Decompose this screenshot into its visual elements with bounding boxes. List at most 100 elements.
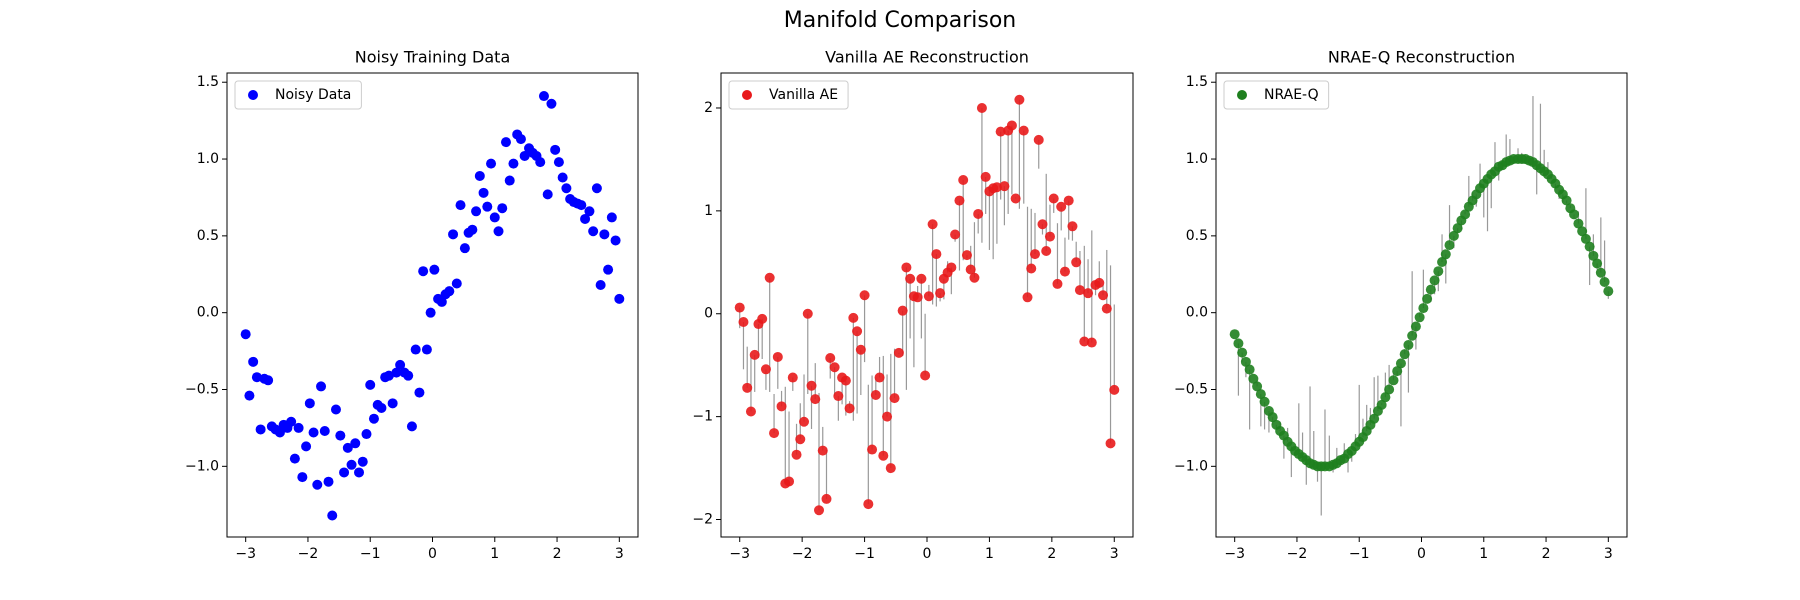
- axes-frame: [720, 72, 1134, 538]
- point: [286, 416, 297, 427]
- point: [553, 157, 564, 168]
- point: [455, 200, 466, 211]
- point: [1425, 284, 1436, 295]
- y-tick-label: −1.0: [185, 458, 219, 474]
- point: [954, 195, 965, 206]
- point: [580, 213, 591, 224]
- point: [538, 91, 549, 102]
- point: [346, 459, 357, 470]
- point: [848, 312, 859, 323]
- point: [459, 243, 470, 254]
- point: [916, 273, 927, 284]
- x-tick-label: −3: [1224, 546, 1245, 562]
- point: [1083, 288, 1094, 299]
- point: [1071, 257, 1082, 268]
- subplot: Vanilla AE Reconstruction −3 −2 −1 0 1 2 3 −2 −1 0…: [692, 48, 1134, 562]
- point: [1573, 218, 1584, 229]
- point: [787, 372, 798, 383]
- point: [595, 280, 606, 291]
- point: [814, 505, 825, 516]
- point: [406, 421, 417, 432]
- point: [1603, 286, 1614, 297]
- point: [867, 444, 878, 455]
- point: [889, 393, 900, 404]
- point: [339, 467, 350, 478]
- point: [387, 398, 398, 409]
- point: [859, 290, 870, 301]
- x-tick-label: 3: [1110, 546, 1119, 562]
- point: [995, 126, 1006, 137]
- point: [1098, 290, 1109, 301]
- point: [599, 229, 610, 240]
- axes-frame: [226, 72, 639, 538]
- y-tick-label: −1: [692, 409, 713, 425]
- point: [1101, 303, 1112, 314]
- point: [973, 208, 984, 219]
- point: [772, 351, 783, 362]
- x-tick-label: 1: [985, 546, 994, 562]
- y-tick-label: −0.5: [185, 382, 219, 398]
- point: [1440, 249, 1451, 260]
- point: [376, 402, 387, 413]
- point: [806, 380, 817, 391]
- point: [361, 429, 372, 440]
- point: [248, 356, 259, 367]
- point: [403, 370, 414, 381]
- point: [603, 264, 614, 275]
- point: [550, 144, 561, 155]
- point: [508, 158, 519, 169]
- point: [1010, 193, 1021, 204]
- point: [357, 456, 368, 467]
- point: [1014, 94, 1025, 105]
- point: [769, 428, 780, 439]
- point: [610, 235, 621, 246]
- point: [738, 316, 749, 327]
- subplot-title: Noisy Training Data: [355, 48, 511, 67]
- point: [1094, 277, 1105, 288]
- point: [576, 200, 587, 211]
- point: [451, 278, 462, 289]
- point: [1074, 285, 1085, 296]
- point: [1026, 263, 1037, 274]
- point: [1448, 230, 1459, 241]
- point: [1407, 330, 1418, 341]
- point: [969, 272, 980, 283]
- y-tick-label: 0.0: [197, 305, 219, 321]
- point: [991, 182, 1002, 193]
- axes-frame: [1215, 72, 1628, 538]
- legend-marker: [248, 90, 258, 100]
- point: [897, 305, 908, 316]
- point: [482, 201, 493, 212]
- point: [1052, 278, 1063, 289]
- point: [878, 450, 889, 461]
- point: [414, 387, 425, 398]
- point: [946, 262, 957, 273]
- x-tick-label: 1: [1479, 546, 1488, 562]
- point: [515, 134, 526, 145]
- point: [557, 172, 568, 183]
- x-tick-label: 2: [553, 546, 562, 562]
- point: [1399, 349, 1410, 360]
- point: [251, 372, 262, 383]
- subplot-title: NRAE-Q Reconstruction: [1328, 48, 1515, 67]
- x-tick-label: 2: [1542, 546, 1551, 562]
- point: [391, 367, 402, 378]
- point: [493, 226, 504, 237]
- point: [383, 370, 394, 381]
- point: [467, 224, 478, 235]
- point: [1029, 249, 1040, 260]
- y-tick-label: 0.0: [1186, 305, 1208, 321]
- point: [448, 229, 459, 240]
- x-tick-label: 2: [1047, 546, 1056, 562]
- point: [825, 352, 836, 363]
- point: [323, 476, 334, 487]
- point: [312, 479, 323, 490]
- point: [1237, 347, 1248, 358]
- point: [961, 250, 972, 261]
- point: [1444, 240, 1455, 251]
- point: [395, 359, 406, 370]
- point: [1577, 226, 1588, 237]
- point: [734, 302, 745, 313]
- point: [274, 427, 285, 438]
- point: [542, 189, 553, 200]
